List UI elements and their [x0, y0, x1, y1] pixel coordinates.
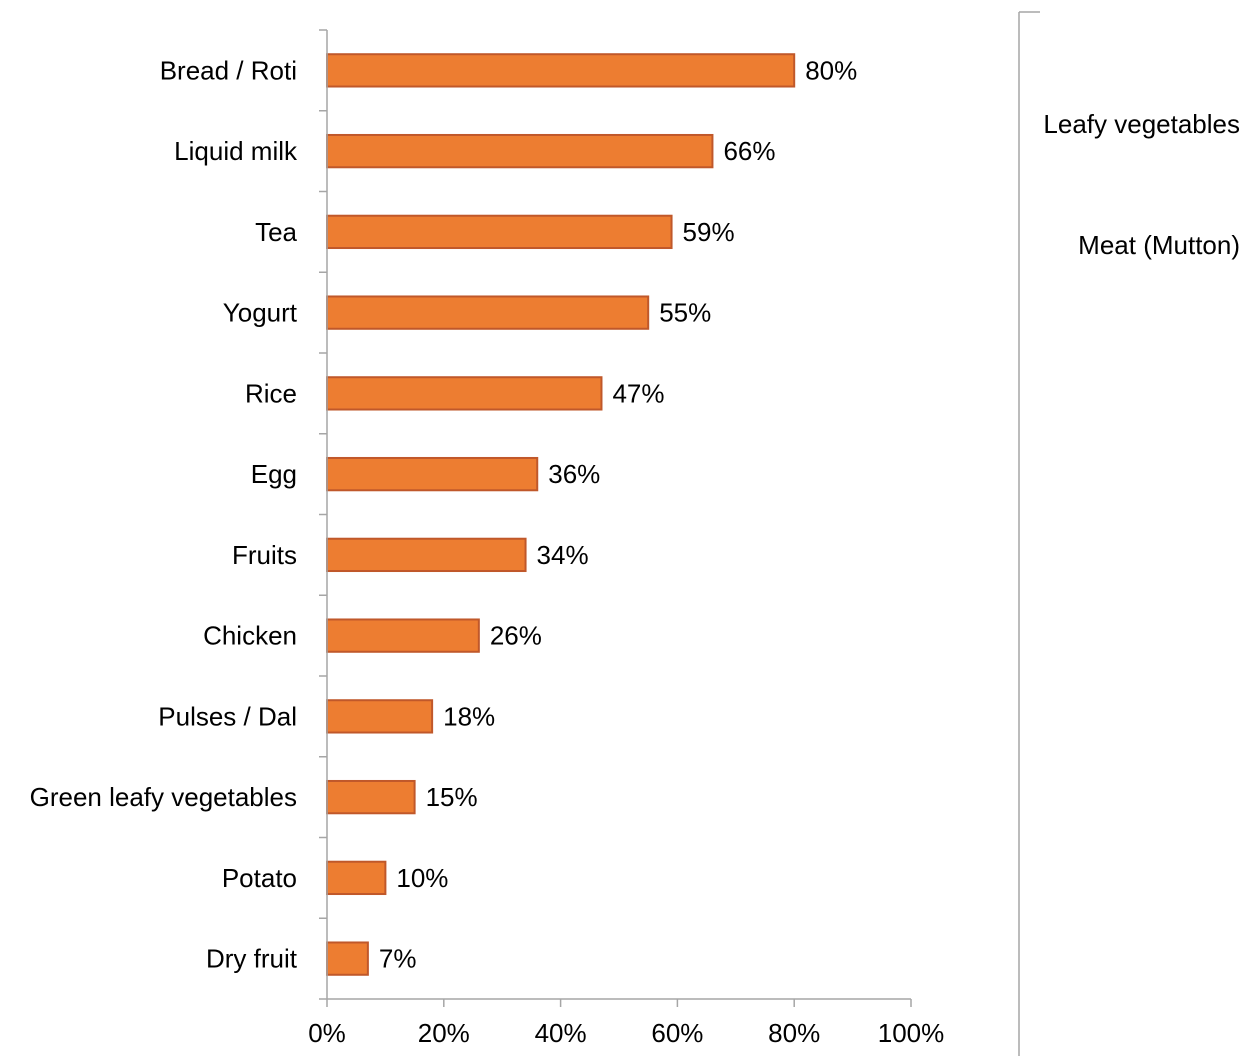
category-label-potato: Potato: [222, 863, 297, 893]
bar-tea: [326, 214, 673, 250]
bar-rice: [326, 376, 603, 411]
category-labels: Bread / Roti Liquid milk Tea Yogurt Rice Egg F…: [30, 55, 298, 973]
bars-group: [326, 53, 796, 976]
bar-egg: [326, 456, 539, 492]
bar-potato: [326, 860, 387, 896]
side-panel: Leafy vegetables Meat (Mutton): [1018, 11, 1240, 1056]
value-label-dry-fruit: 7%: [379, 944, 417, 974]
value-label-yogurt: 55%: [659, 298, 711, 328]
value-label-liquid-milk: 66%: [723, 136, 775, 166]
bar-fruits: [326, 537, 527, 573]
axes: 0% 20% 40% 60% 80% 100%: [308, 29, 945, 1048]
value-label-pulses-dal: 18%: [443, 701, 495, 731]
bar-bread-roti: [326, 53, 796, 88]
x-tick-label-60: 60%: [651, 1018, 703, 1048]
x-tick-label-0: 0%: [308, 1018, 346, 1048]
value-label-potato: 10%: [396, 863, 448, 893]
value-label-green-leafy-vegetables: 15%: [426, 782, 478, 812]
category-label-rice: Rice: [245, 378, 297, 408]
side-label-meat-mutton: Meat (Mutton): [1078, 230, 1240, 260]
category-label-tea: Tea: [255, 217, 297, 247]
x-tick-label-100: 100%: [878, 1018, 945, 1048]
value-label-bread-roti: 80%: [805, 55, 857, 85]
category-label-dry-fruit: Dry fruit: [206, 944, 298, 974]
value-label-rice: 47%: [612, 378, 664, 408]
category-label-bread-roti: Bread / Roti: [160, 55, 297, 85]
x-tick-label-40: 40%: [535, 1018, 587, 1048]
category-label-liquid-milk: Liquid milk: [174, 136, 298, 166]
value-labels: 80% 66% 59% 55% 47% 36% 34% 26% 18% 15% 10% 7%: [379, 55, 857, 973]
category-label-fruits: Fruits: [232, 540, 297, 570]
category-label-egg: Egg: [251, 459, 297, 489]
bar-pulses-dal: [326, 699, 434, 734]
category-label-green-leafy-vegetables: Green leafy vegetables: [30, 782, 297, 812]
x-tick-label-80: 80%: [768, 1018, 820, 1048]
bar-yogurt: [326, 295, 650, 330]
side-label-leafy-vegetables: Leafy vegetables: [1043, 109, 1240, 139]
value-label-tea: 59%: [683, 217, 735, 247]
category-label-chicken: Chicken: [203, 621, 297, 651]
bar-liquid-milk: [326, 133, 714, 169]
category-label-pulses-dal: Pulses / Dal: [158, 701, 297, 731]
value-label-chicken: 26%: [490, 621, 542, 651]
value-label-egg: 36%: [548, 459, 600, 489]
x-tick-label-20: 20%: [418, 1018, 470, 1048]
bar-green-leafy-vegetables: [326, 779, 416, 815]
category-label-yogurt: Yogurt: [223, 298, 298, 328]
bar-dry-fruit: [326, 941, 369, 976]
value-label-fruits: 34%: [537, 540, 589, 570]
bar-chicken: [326, 618, 480, 653]
